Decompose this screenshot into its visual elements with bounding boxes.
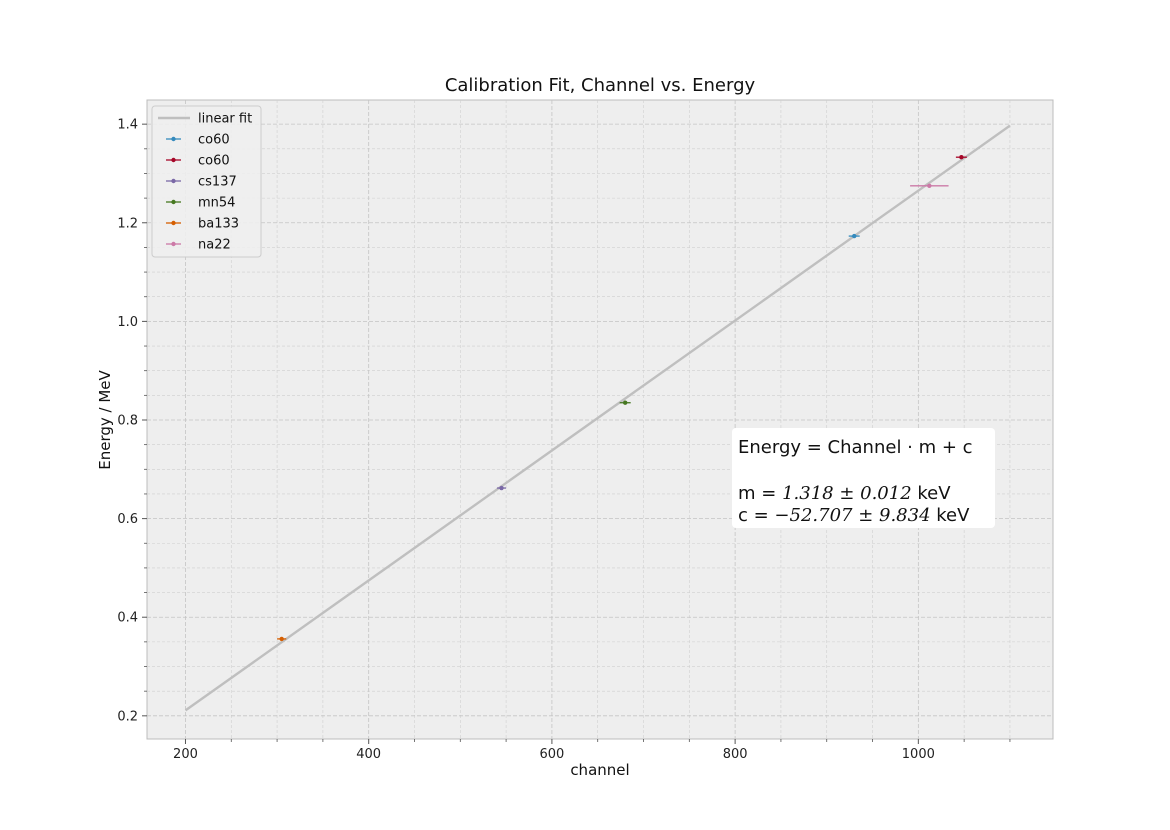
y-tick-label: 1.0 bbox=[117, 315, 138, 330]
data-point-ba133 bbox=[279, 636, 284, 642]
legend-box bbox=[151, 105, 262, 258]
x-tick-label: 400 bbox=[356, 747, 381, 762]
annotation-intercept: c = −52.707 ± 9.834 keV bbox=[738, 505, 970, 526]
data-point-mn54 bbox=[622, 400, 628, 405]
x-tick-label: 600 bbox=[539, 747, 564, 762]
axis-ticks: 200 400 600 800 1000 0.2 0.4 0.6 0.8 1.0 1.2 1.4 bbox=[117, 118, 1011, 762]
y-tick-label: 1.4 bbox=[117, 118, 138, 133]
slope-value: 1.318 ± 0.012 bbox=[782, 483, 912, 504]
legend-label-na22: na22 bbox=[198, 238, 231, 253]
y-axis-title: Energy / MeV bbox=[96, 369, 114, 469]
y-tick-label: 0.2 bbox=[117, 709, 138, 724]
fit-line bbox=[184, 124, 1011, 712]
x-tick-label: 800 bbox=[723, 747, 748, 762]
legend-marker-ba133 bbox=[171, 220, 176, 226]
major-grid bbox=[147, 100, 1053, 739]
x-axis-title: channel bbox=[570, 761, 629, 779]
intercept-unit: keV bbox=[931, 505, 971, 526]
data-point-co60 bbox=[959, 154, 964, 160]
legend-label-ba133: ba133 bbox=[198, 217, 239, 232]
data-point-na22 bbox=[927, 183, 932, 188]
y-tick-label: 0.8 bbox=[117, 413, 138, 428]
annotation-box bbox=[732, 428, 995, 528]
y-tick-label: 0.4 bbox=[117, 611, 138, 626]
legend-marker-cs137 bbox=[171, 178, 176, 184]
annotation-equation: Energy = Channel · m + c bbox=[738, 437, 973, 458]
legend-marker-co60 bbox=[171, 157, 176, 163]
x-tick-label: 200 bbox=[173, 747, 198, 762]
slope-prefix: m = bbox=[738, 483, 782, 504]
legend-marker-co60 bbox=[171, 136, 176, 142]
x-tick-label: 1000 bbox=[902, 747, 935, 762]
fit-line-group bbox=[184, 124, 1011, 712]
legend-label-mn54: mn54 bbox=[198, 196, 235, 211]
fit-annotation: Energy = Channel · m + c m = 1.318 ± 0.0… bbox=[732, 428, 995, 528]
chart-title: Calibration Fit, Channel vs. Energy bbox=[445, 75, 756, 96]
intercept-value: −52.707 ± 9.834 bbox=[774, 505, 930, 526]
minor-grid bbox=[147, 100, 1053, 739]
legend: linear fit co60 co60 cs137 mn54 ba133 na22 bbox=[151, 105, 262, 258]
y-tick-label: 1.2 bbox=[117, 216, 138, 231]
y-tick-label: 0.6 bbox=[117, 512, 138, 527]
data-point-cs137 bbox=[499, 485, 504, 491]
legend-marker-na22 bbox=[171, 241, 176, 247]
legend-label-linear fit: linear fit bbox=[198, 112, 252, 127]
legend-label-co60: co60 bbox=[198, 133, 230, 148]
legend-label-cs137: cs137 bbox=[198, 175, 237, 190]
legend-label-co60: co60 bbox=[198, 154, 230, 169]
intercept-prefix: c = bbox=[738, 505, 774, 526]
plot-area bbox=[146, 99, 1054, 740]
legend-marker-mn54 bbox=[171, 199, 176, 205]
data-point-co60 bbox=[852, 233, 857, 239]
annotation-slope: m = 1.318 ± 0.012 keV bbox=[738, 483, 951, 504]
slope-unit: keV bbox=[912, 483, 952, 504]
data-points bbox=[277, 154, 967, 642]
